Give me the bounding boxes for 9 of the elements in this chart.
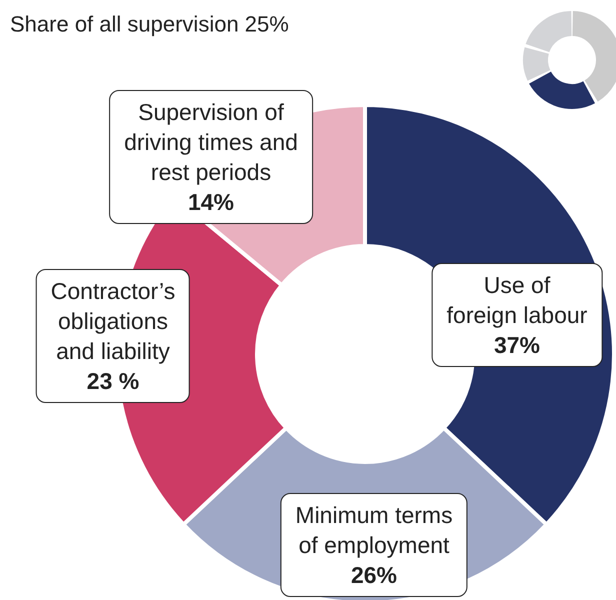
data-label: 26%	[350, 561, 398, 590]
data-label: 14%	[186, 188, 236, 217]
slice-label: Contractor’s obligations and liability	[50, 277, 176, 366]
chart-title: Share of all supervision 25%	[10, 12, 289, 36]
slice-label: Supervision of driving times and rest periods	[124, 98, 298, 187]
slice-label: Minimum terms of employment	[295, 501, 453, 560]
data-label: 37%	[492, 331, 542, 360]
data-label: 23 %	[86, 367, 140, 396]
slice-label: Use of foreign labour	[446, 271, 588, 330]
